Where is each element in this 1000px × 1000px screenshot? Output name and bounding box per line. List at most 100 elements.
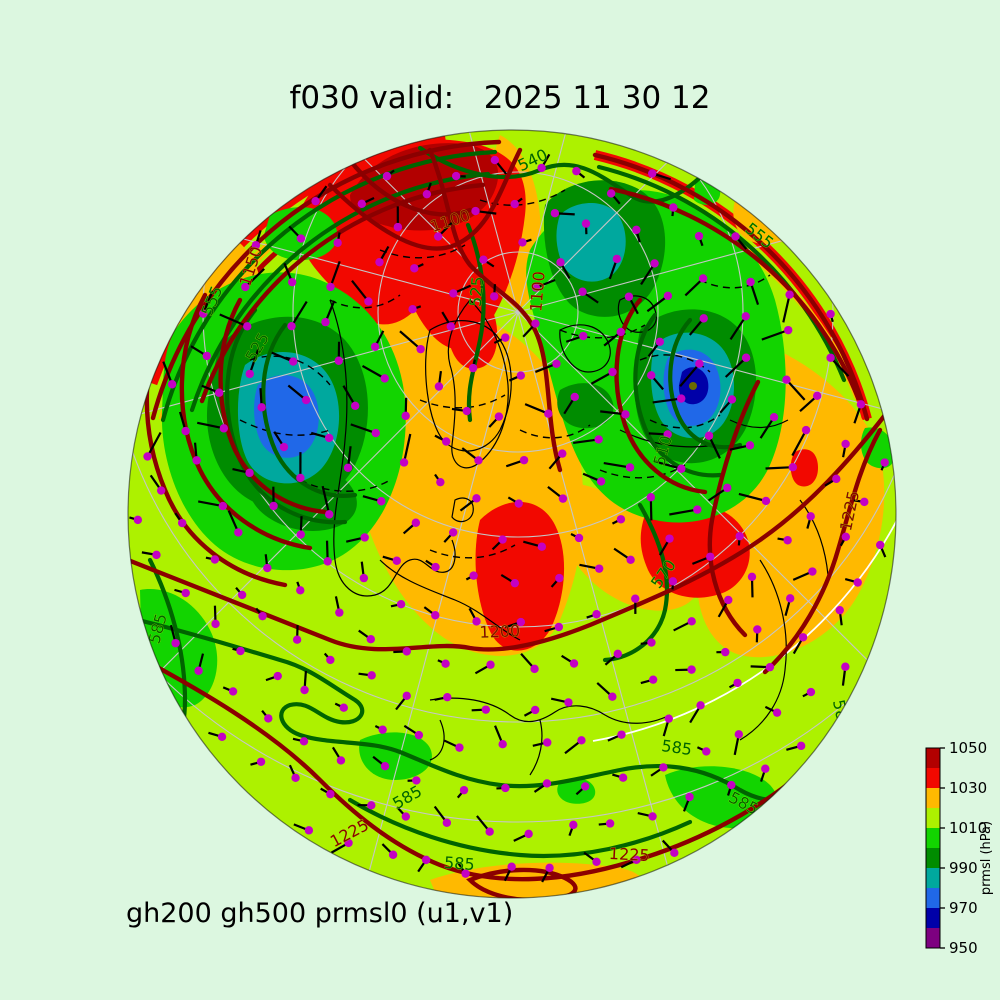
wind-dot (569, 659, 579, 668)
meridian-line (128, 311, 519, 894)
wind-dot (442, 437, 451, 446)
meridian-line (517, 130, 896, 313)
wind-dot (648, 812, 657, 821)
wind-dot (434, 232, 443, 241)
wind-dot (581, 219, 591, 228)
wind-dot (194, 666, 203, 675)
wind-dot (357, 199, 366, 208)
colorbar-tick-label: 950 (949, 939, 978, 957)
wind-dot (784, 325, 793, 335)
wind-dot (257, 403, 266, 412)
wind-dot (471, 206, 480, 216)
wind-dot (228, 687, 238, 696)
wind-dot (459, 785, 469, 795)
wind-dot (401, 411, 410, 421)
wind-dot (421, 855, 431, 865)
wind-dot (292, 635, 302, 644)
wind-dot (788, 463, 798, 472)
colorbar: 950 970 990 1010 1030 1050 prmsl (hPa) (916, 738, 1000, 978)
wind-dot (723, 483, 732, 493)
wind-dot (336, 756, 346, 765)
wind-dot (785, 290, 794, 299)
wind-tail (646, 294, 669, 313)
wind-dot (380, 374, 389, 383)
wind-dot (273, 671, 282, 681)
wind-dot (677, 394, 686, 403)
wind-tail (785, 378, 806, 401)
wind-tail (321, 485, 331, 515)
wind-dot (408, 305, 417, 314)
wind-tail (290, 300, 308, 327)
wind-dot (177, 518, 187, 528)
wind-dot (706, 552, 715, 561)
wind-dot (237, 590, 247, 600)
colorbar-segment (926, 928, 940, 948)
wind-dot (380, 761, 390, 771)
wind-dot (519, 455, 529, 465)
globe-outline (127, 129, 897, 899)
wind-dot (552, 359, 561, 368)
contour-label-gh500: 585 (829, 698, 854, 732)
wind-dot (431, 562, 440, 572)
wind-tail (146, 432, 162, 458)
wind-tail (653, 459, 682, 470)
wind-dot (392, 556, 401, 565)
wind-dot (761, 496, 771, 506)
wind-dot (702, 747, 711, 756)
wind-dot (396, 600, 406, 609)
wind-dot (687, 617, 696, 626)
wind-dot (592, 610, 601, 619)
wind-dot (594, 435, 603, 444)
wind-dot (501, 783, 510, 793)
colorbar-frame (925, 747, 941, 949)
wind-dot (542, 779, 552, 788)
wind-dot (364, 297, 373, 306)
wind-dot (296, 473, 305, 483)
wind-dot (613, 649, 622, 659)
wind-dot (507, 862, 516, 871)
wind-dot (594, 564, 604, 573)
wind-dot (214, 388, 224, 397)
wind-dot (287, 321, 296, 331)
wind-dot (696, 701, 705, 710)
colorbar-tick-label: 970 (949, 899, 978, 917)
wind-dot (443, 692, 452, 702)
wind-dot (449, 528, 458, 537)
wind-dot (841, 532, 851, 542)
contour-label-gh200: 1200 (479, 621, 520, 641)
meridian-line (517, 130, 896, 313)
wind-dot (647, 371, 656, 380)
wind-dot (524, 829, 533, 839)
field-annotation: gh200 gh500 prmsl0 (u1,v1) (126, 898, 514, 929)
latitude-circle (128, 130, 896, 723)
latitude-circle (377, 171, 659, 453)
wind-dot (569, 820, 578, 830)
wind-dot (876, 540, 885, 550)
wind-dot (498, 535, 507, 544)
contour-label-gh500: 585 (443, 853, 475, 874)
wind-tail (244, 268, 265, 288)
colorbar-segment (926, 748, 940, 768)
wind-dot (860, 497, 869, 507)
wind-dot (841, 662, 850, 671)
wind-vectors (129, 153, 889, 883)
wind-dot (498, 739, 507, 749)
colorbar-segment (926, 908, 940, 928)
wind-dot (510, 578, 520, 588)
wind-dot (436, 477, 445, 487)
wind-dot (323, 557, 332, 566)
wind-dot (199, 309, 208, 318)
wind-tail (765, 466, 793, 470)
wind-dot (592, 857, 601, 866)
wind-dot (516, 617, 526, 627)
wind-dot (218, 501, 228, 511)
wind-dot (650, 259, 659, 268)
wind-tail (761, 329, 789, 341)
wind-dot (326, 789, 335, 799)
wind-dot (724, 595, 733, 605)
wind-dot (388, 850, 398, 859)
wind-dot (370, 342, 380, 351)
wind-tail (350, 423, 377, 435)
wind-dot (655, 337, 665, 347)
